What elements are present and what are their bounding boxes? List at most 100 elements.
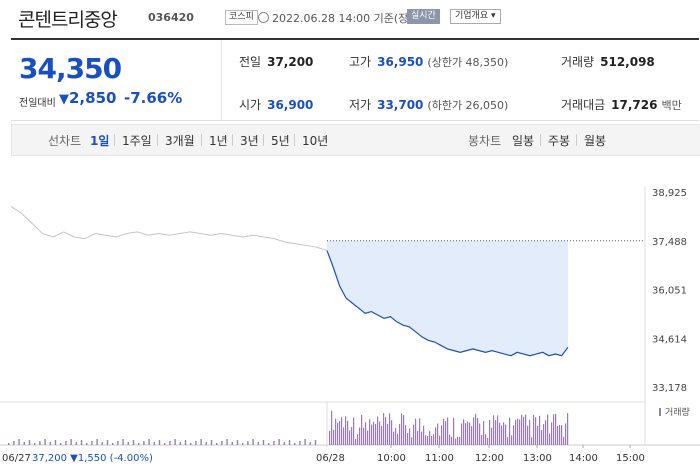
volume-bar [521, 414, 523, 445]
volume-bar [403, 415, 405, 445]
intraday-price-chart[interactable]: 38,925 37,488 36,051 34,614 33,178 06/28 10:0… [0, 175, 700, 470]
volume-bar [441, 425, 443, 445]
volume-bar [525, 414, 527, 445]
trade-value-stat: 거래대금 17,726 백만 [561, 98, 682, 112]
volume-bar [148, 439, 150, 445]
volume-bar [425, 435, 427, 445]
chart-period-tabs: 선차트 1일 1주일 3개월 1년 3년 5년 10년 봉차트 일봉 주봉 월봉 [11, 124, 700, 156]
volume-bar [417, 431, 419, 445]
as-of-timestamp: 2022.06.28 14:00 기준(장중) [258, 10, 423, 26]
volume-bar [431, 435, 433, 445]
tab-3m[interactable]: 3개월 [165, 134, 195, 148]
volume-bar [377, 416, 379, 445]
tab-5y[interactable]: 5년 [271, 134, 290, 148]
tab-1d[interactable]: 1일 [90, 134, 110, 148]
volume-bar [537, 426, 539, 445]
volume-bar [567, 413, 569, 445]
prev-close-stat: 전일 37,200 [239, 55, 314, 69]
volume-bar [461, 423, 463, 445]
volume-bar [122, 439, 124, 445]
today-price-line [326, 250, 569, 357]
x-tick-label: 14:00 [569, 453, 598, 464]
volume-bar [451, 436, 453, 445]
realtime-badge[interactable]: 실시간 [407, 9, 440, 24]
x-tick-label: 13:00 [523, 453, 552, 464]
volume-bar [294, 443, 296, 445]
volume-bar [459, 436, 461, 445]
volume-bar [205, 442, 207, 445]
volume-bar [179, 442, 181, 445]
volume-bar [236, 440, 239, 445]
volume-bar [447, 417, 449, 445]
tab-3y[interactable]: 3년 [240, 134, 259, 148]
volume-bar [383, 413, 385, 445]
volume-bar [497, 415, 499, 445]
volume-bar [491, 427, 493, 445]
volume-bar [210, 440, 213, 445]
volume-bar [527, 425, 529, 445]
volume-bar [551, 422, 553, 445]
tab-10y[interactable]: 10년 [302, 134, 329, 148]
volume-bar [523, 416, 525, 445]
volume-bar [304, 439, 306, 445]
prev-day-summary: 37,200 ▼1,550 (-4.00%) [32, 453, 153, 464]
volume-bar [439, 435, 441, 445]
tab-monthly-candle[interactable]: 월봉 [584, 134, 607, 148]
tab-1y[interactable]: 1년 [209, 134, 228, 148]
volume-bar [164, 443, 166, 445]
y-tick-label: 34,614 [652, 334, 687, 345]
volume-bar [555, 413, 557, 445]
stock-name: 콘텐트리중앙 [18, 9, 118, 31]
down-arrow-icon: ▼ [59, 92, 69, 107]
volume-bar [288, 440, 291, 445]
volume-bar [70, 439, 72, 445]
volume-bar [565, 423, 567, 445]
volume-bar [18, 439, 20, 445]
volume-bar [507, 437, 509, 445]
volume-bar [529, 419, 531, 445]
volume-bar [463, 419, 465, 445]
tab-daily-candle[interactable]: 일봉 [512, 134, 535, 148]
volume-bar [101, 442, 103, 445]
volume-bar [401, 413, 403, 445]
volume-bar [343, 427, 345, 445]
volume-bar [195, 441, 197, 445]
current-price: 34,350 [19, 52, 122, 85]
volume-bar [467, 421, 469, 445]
volume-bar [216, 443, 218, 445]
volume-bar [333, 429, 335, 445]
company-overview-button[interactable]: 기업개요 ▾ [450, 9, 501, 24]
volume-bar [379, 421, 381, 445]
volume-bar [86, 443, 88, 445]
change-label: 전일대비 [19, 98, 56, 109]
volume-bar [184, 440, 187, 445]
tab-1w[interactable]: 1주일 [122, 134, 152, 148]
line-chart-label: 선차트 [48, 134, 82, 148]
volume-bar [335, 418, 337, 445]
volume-bar [339, 421, 341, 445]
volume-bar [132, 440, 135, 445]
volume-bar [268, 443, 270, 445]
volume-bar [365, 422, 367, 445]
volume-bar [367, 430, 369, 445]
volume-bar [479, 423, 481, 445]
tab-weekly-candle[interactable]: 주봉 [548, 134, 571, 148]
volume-bar [487, 437, 489, 445]
volume-bar [341, 417, 343, 445]
today-fill-area [327, 240, 568, 356]
volume-bar [393, 431, 395, 445]
volume-bar [44, 439, 46, 445]
volume-bar [561, 425, 563, 445]
volume-bar [226, 439, 228, 445]
volume-bar [509, 417, 511, 445]
volume-bar [143, 441, 145, 445]
volume-bar [389, 413, 391, 445]
volume-bar [351, 427, 353, 445]
volume-bar [23, 442, 25, 445]
volume-bar [395, 428, 397, 445]
volume-bar [381, 425, 383, 445]
volume-bar [200, 439, 202, 445]
volume-bar [429, 431, 431, 445]
volume-bar [397, 433, 399, 445]
y-tick-label: 37,488 [652, 237, 687, 248]
